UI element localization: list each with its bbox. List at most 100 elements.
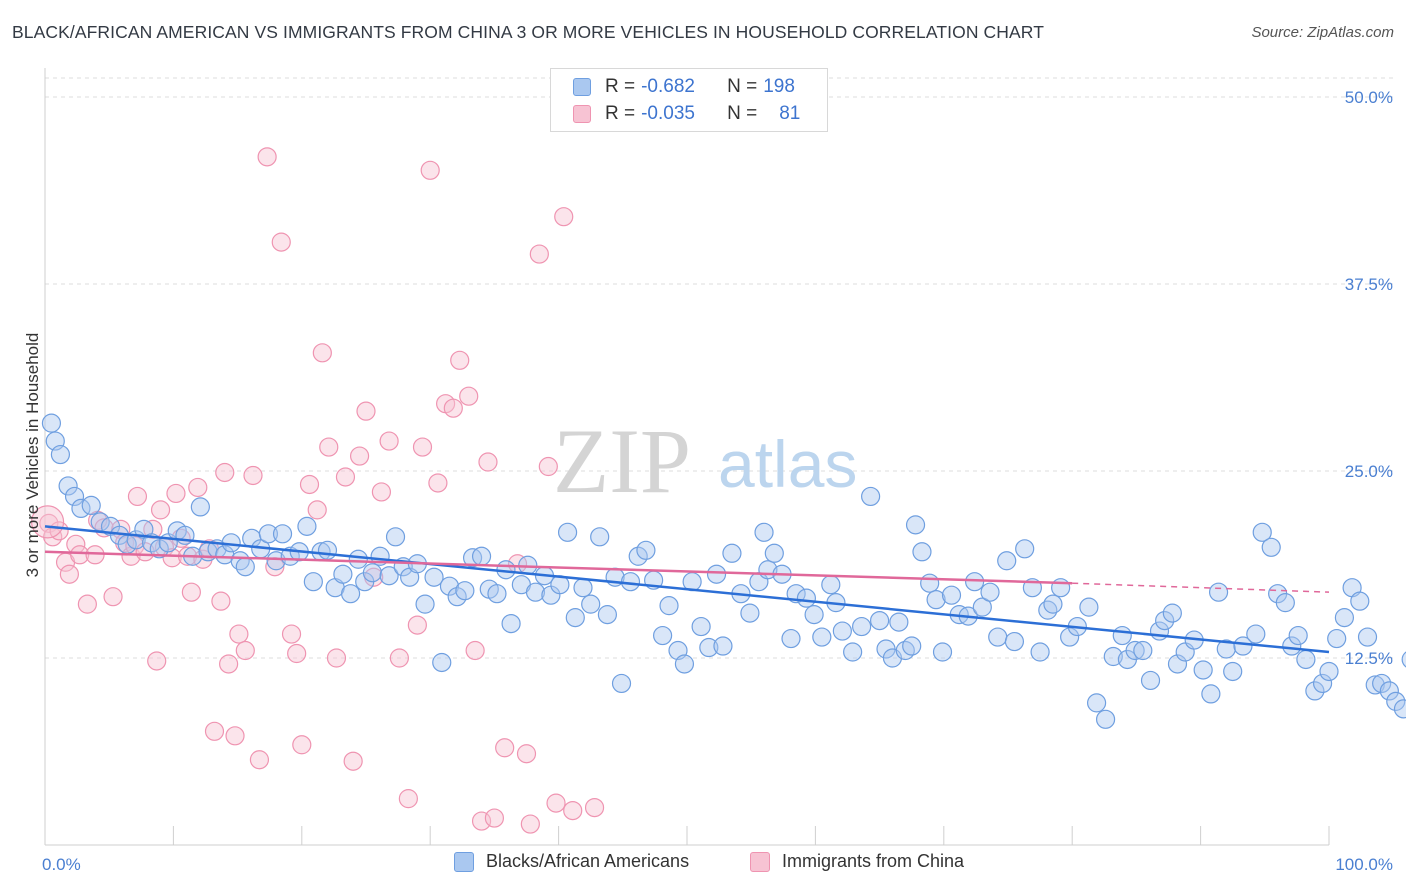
blacks-point [852, 616, 872, 637]
legend-n-label: N = [727, 103, 758, 124]
blacks-point [1051, 578, 1071, 598]
legend-r-label: R = [605, 103, 636, 124]
blacks-point [932, 642, 953, 662]
china-point [215, 462, 235, 483]
blacks-point [659, 596, 679, 616]
blacks-point [1252, 522, 1272, 542]
blacks-point [1357, 627, 1378, 647]
blacks-point [988, 627, 1008, 647]
blacks-point [1401, 651, 1406, 668]
blacks-point [50, 444, 71, 465]
blacks-point [1246, 624, 1266, 644]
blacks-point [58, 476, 78, 496]
blacks-point [1372, 673, 1392, 694]
china-point [243, 465, 263, 486]
legend-item-china: Immigrants from China [750, 851, 964, 872]
china-point [127, 486, 148, 507]
blacks-point [1095, 709, 1116, 729]
china-point [271, 232, 291, 252]
china-point [312, 343, 332, 363]
blacks-point [926, 590, 946, 610]
china-point [229, 624, 249, 644]
blacks-point [1103, 646, 1123, 667]
blacks-point [258, 524, 279, 544]
blacks-point [1086, 693, 1107, 713]
blacks-point [190, 497, 210, 517]
china-point [249, 750, 270, 770]
china-point [225, 726, 245, 746]
blacks-point [230, 551, 250, 571]
china-point [235, 640, 255, 661]
chart-title: BLACK/AFRICAN AMERICAN VS IMMIGRANTS FRO… [12, 22, 1044, 42]
blacks-point [920, 573, 940, 593]
blacks-point [699, 637, 719, 658]
blacks-point [439, 576, 460, 596]
china-point [538, 456, 558, 477]
blacks-point [980, 582, 1000, 602]
china-point [379, 431, 399, 451]
blacks-point [861, 486, 881, 507]
blacks-point [754, 522, 774, 542]
blacks-point [379, 566, 399, 586]
legend-row-blacks: R = -0.682 N = 198 [573, 75, 795, 99]
blue-square-icon [454, 851, 474, 872]
blacks-point [1038, 600, 1058, 620]
pink-swatch-icon [573, 105, 591, 123]
blacks-point [1004, 631, 1025, 652]
blacks-point [821, 575, 841, 595]
blacks-point [1319, 661, 1339, 682]
china-point [349, 446, 370, 466]
china-point [520, 814, 540, 834]
china-point [77, 594, 97, 614]
china-point [450, 350, 470, 370]
blacks-point [1350, 591, 1370, 611]
blacks-point [415, 594, 435, 614]
china-point [428, 473, 448, 493]
china-point [147, 651, 167, 671]
blacks-point [1140, 670, 1161, 691]
blacks-point [1282, 636, 1302, 656]
china-point [478, 452, 498, 472]
china-point [516, 744, 537, 764]
blacks-point [1193, 660, 1213, 680]
blacks-point [340, 584, 361, 604]
china-point [211, 591, 231, 611]
blacks-point [317, 540, 338, 560]
blacks-point [722, 543, 742, 563]
china-point [546, 793, 566, 813]
china-point [412, 437, 433, 457]
legend-r-label: R = [605, 76, 636, 97]
legend-row-china: R = -0.035 N = 81 [573, 102, 800, 126]
china-point [484, 808, 504, 828]
blacks-point [1216, 639, 1236, 659]
pink-square-icon [750, 851, 770, 872]
x-tick-label-min: 0.0% [42, 855, 81, 874]
blacks-point [674, 654, 695, 674]
china-point [389, 648, 409, 668]
blacks-point [333, 564, 353, 584]
china-point [219, 654, 239, 674]
china-point [281, 624, 302, 644]
blacks-point [843, 642, 863, 662]
blacks-point [1275, 593, 1295, 613]
blacks-point [1393, 699, 1406, 719]
china-point [30, 505, 65, 539]
blacks-point [713, 636, 733, 656]
blacks-point [804, 605, 824, 625]
china-point [356, 401, 376, 421]
y-tick-label: 37.5% [1345, 275, 1393, 294]
china-point [584, 797, 605, 818]
blacks-point [501, 613, 521, 634]
chart-source: Source: ZipAtlas.com [1251, 24, 1394, 41]
blacks-point [1327, 628, 1347, 649]
blacks-point [1365, 675, 1385, 695]
blacks-point [385, 527, 406, 547]
axes [44, 68, 1330, 846]
x-tick-label-max: 100.0% [1335, 855, 1393, 874]
china-point [85, 545, 105, 565]
blacks-point [266, 551, 286, 571]
china-point [299, 474, 320, 495]
watermark: ZIP atlas [553, 410, 857, 512]
blacks-point [1155, 610, 1175, 631]
